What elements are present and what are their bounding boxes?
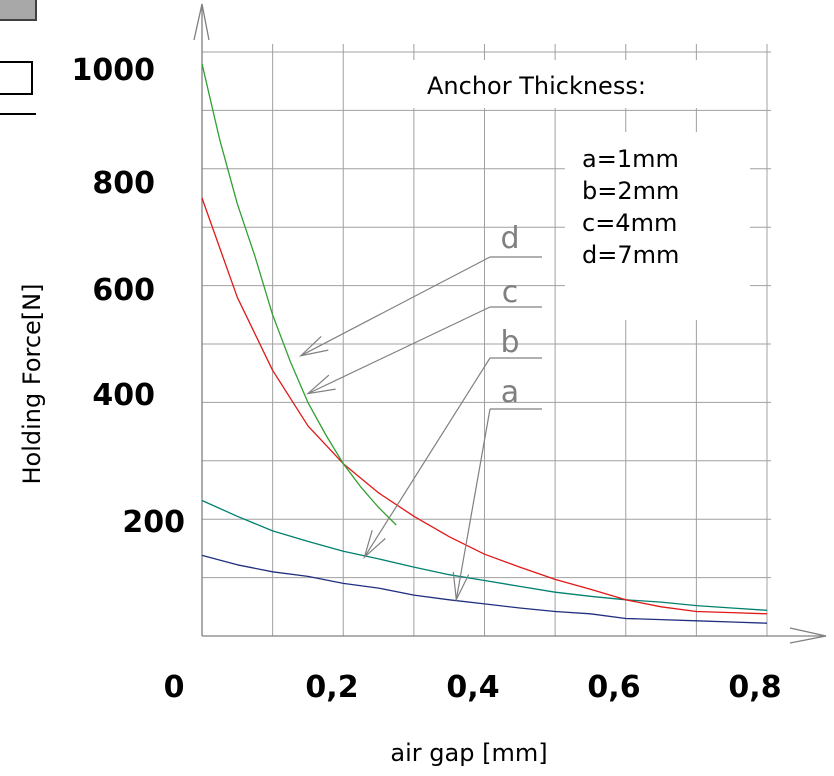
callout-label-c: c [502,275,519,310]
legend-bg-title [405,60,725,108]
y-axis-arrowhead [193,3,210,41]
x-axis-arrowhead [789,627,827,644]
series-line-c [201,197,768,615]
legend-title: Anchor Thickness: [427,72,646,100]
series-line-a [201,554,768,624]
callout-arrowhead-a [452,571,470,602]
legend-entry-a: a=1mm [582,145,679,173]
x-tick-label: 0,4 [446,670,499,705]
legend-entry-b: b=2mm [582,177,679,205]
callout-label-b: b [500,325,519,360]
y-tick-label: 800 [92,166,155,201]
callout-arrow-b [363,357,491,558]
callout-arrow-a [455,408,491,600]
cropped-value-box [0,61,33,95]
y-tick-label: 400 [92,378,155,413]
series-line-b [201,499,768,611]
callout-arrow-d [300,256,491,357]
x-tick-label: 0 [164,670,185,705]
y-axis-title: Holding Force[N] [18,284,46,485]
legend-entry-c: c=4mm [582,209,677,237]
legend-bg-entries [565,132,750,320]
grid [202,44,771,636]
x-tick-label: 0,2 [305,670,358,705]
y-tick-label: 600 [92,273,155,308]
callout-arrowhead-c [305,374,336,395]
y-tick-label: 1000 [72,53,156,88]
y-tick-label: 200 [122,505,185,540]
legend-entry-d: d=7mm [582,241,679,269]
x-tick-label: 0,6 [587,670,640,705]
callout-label-d: d [500,221,519,256]
callout-label-a: a [501,375,519,410]
x-axis-title: air gap [mm] [390,739,547,767]
cropped-gray-block [0,0,37,21]
callout-arrowhead-d [298,335,329,357]
series-lines [201,63,768,624]
x-tick-label: 0,8 [728,670,781,705]
series-line-d [201,63,397,526]
axes [193,3,827,644]
callout-arrowhead-b [363,530,386,560]
callout-arrow-c [307,306,491,395]
